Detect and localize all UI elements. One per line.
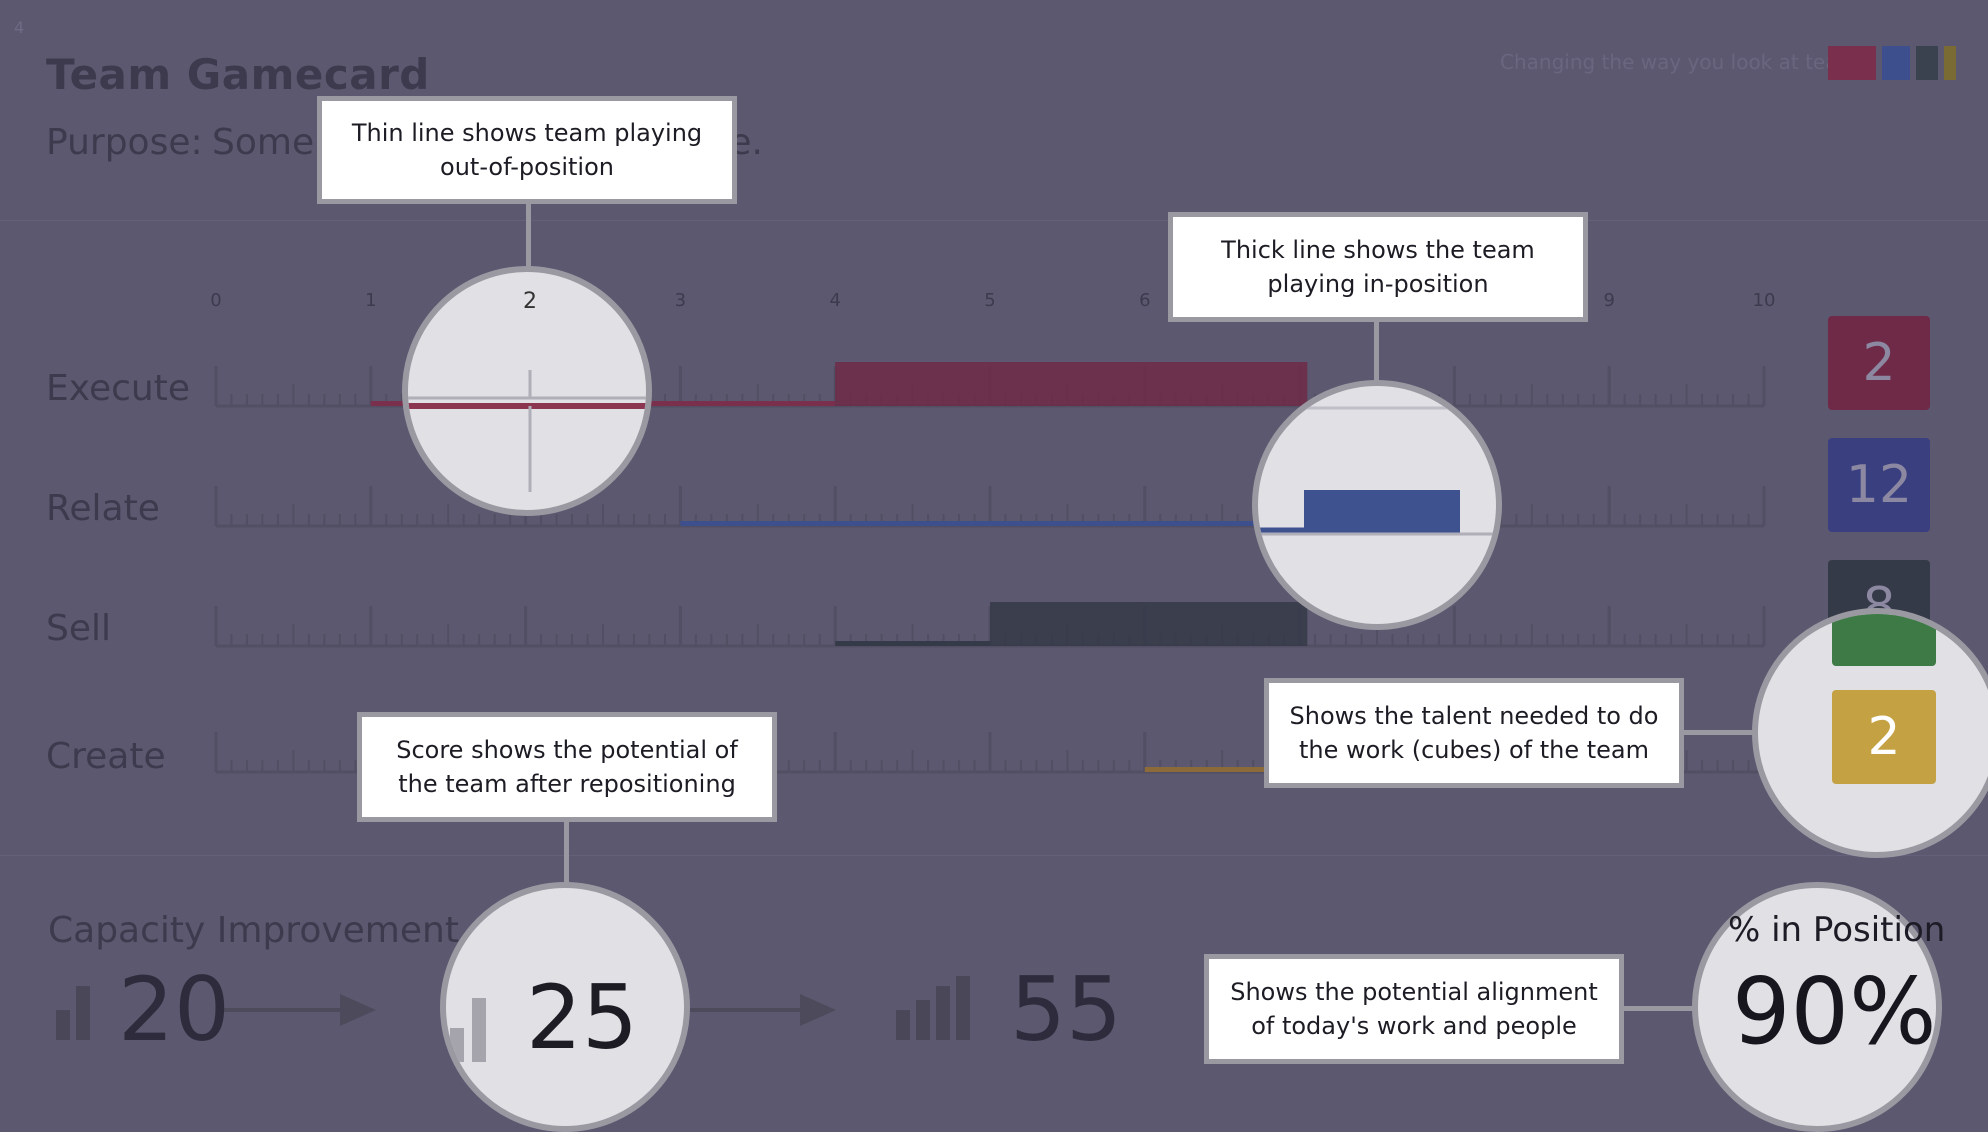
capacity-max: 55 xyxy=(1010,958,1122,1061)
callout-thin-line: Thin line shows team playing out-of-posi… xyxy=(317,96,737,204)
thin-bar-relate xyxy=(680,521,1300,526)
brand-swatch-slate xyxy=(1916,46,1938,80)
signal-bar-1 xyxy=(56,1010,70,1040)
tagline: Changing the way you look at teams xyxy=(1500,50,1868,74)
capacity-current: 20 xyxy=(118,958,230,1061)
callout-talent: Shows the talent needed to do the work (… xyxy=(1264,678,1684,788)
callout-score: Score shows the potential of the team af… xyxy=(357,712,777,822)
section-divider-bottom xyxy=(0,855,1988,856)
score-box-relate: 12 xyxy=(1828,438,1930,532)
axis-tick-label-10: 10 xyxy=(1753,290,1776,311)
row-label-create: Create xyxy=(46,736,166,777)
score-box-execute: 2 xyxy=(1828,316,1930,410)
page-title: Team Gamecard xyxy=(46,50,430,99)
purpose-label: Purpose: xyxy=(46,122,203,163)
connector-thick xyxy=(1374,318,1379,382)
capacity-potential: 25 xyxy=(526,966,638,1069)
callout-alignment: Shows the potential alignment of today's… xyxy=(1204,954,1624,1064)
axis-tick-label-4: 4 xyxy=(829,290,840,311)
connector-talent xyxy=(1682,730,1754,735)
signal-bar-max-4 xyxy=(956,976,970,1040)
signal-bar-max-3 xyxy=(936,986,950,1040)
row-label-sell: Sell xyxy=(46,608,112,649)
magnifier-score: 25 xyxy=(440,882,690,1132)
row-label-execute: Execute xyxy=(46,368,190,409)
position-value: 90% xyxy=(1732,958,1937,1065)
signal-bar-2 xyxy=(76,986,90,1040)
section-divider-top xyxy=(0,220,1988,221)
svg-text:2: 2 xyxy=(523,289,537,314)
position-label: % in Position xyxy=(1728,910,1946,950)
axis-tick-label-5: 5 xyxy=(984,290,995,311)
magnifier-talent: 2 xyxy=(1752,608,1988,858)
connector-alignment xyxy=(1622,1006,1694,1011)
axis-tick-label-6: 6 xyxy=(1139,290,1150,311)
signal-bar-max-1 xyxy=(896,1010,910,1040)
axis-tick-label-1: 1 xyxy=(365,290,376,311)
thick-bar-execute xyxy=(835,362,1308,406)
axis-tick-label-9: 9 xyxy=(1603,290,1614,311)
thick-bar-sell xyxy=(990,602,1308,646)
magnifier-thick-content xyxy=(1258,406,1496,536)
thin-bar-create xyxy=(1144,767,1300,772)
capacity-label: Capacity Improvement xyxy=(48,910,459,951)
thin-bar-sell xyxy=(835,641,990,646)
axis-tick-label-0: 0 xyxy=(210,290,221,311)
magnifier-score-content xyxy=(450,998,486,1062)
row-label-relate: Relate xyxy=(46,488,160,529)
page-number: 4 xyxy=(14,18,25,37)
capacity-arrow-head xyxy=(340,994,376,1026)
magnifier-thin-line: 2 xyxy=(402,266,652,516)
capacity-arrow-head xyxy=(800,994,836,1026)
callout-thick-line: Thick line shows the team playing in-pos… xyxy=(1168,212,1588,322)
magnifier-position xyxy=(1692,882,1942,1132)
brand-swatch-gold xyxy=(1944,46,1956,80)
signal-bar-max-2 xyxy=(916,1000,930,1040)
talent-cube-green xyxy=(1832,614,1936,666)
magnifier-thin-content: 2 xyxy=(408,289,646,492)
brand-swatch-blue xyxy=(1882,46,1910,80)
magnifier-thick-line xyxy=(1252,380,1502,630)
axis-tick-label-3: 3 xyxy=(675,290,686,311)
talent-cube-gold: 2 xyxy=(1832,690,1936,784)
connector-score xyxy=(564,818,569,884)
connector-thin xyxy=(526,200,531,268)
brand-swatch-maroon xyxy=(1828,46,1876,80)
